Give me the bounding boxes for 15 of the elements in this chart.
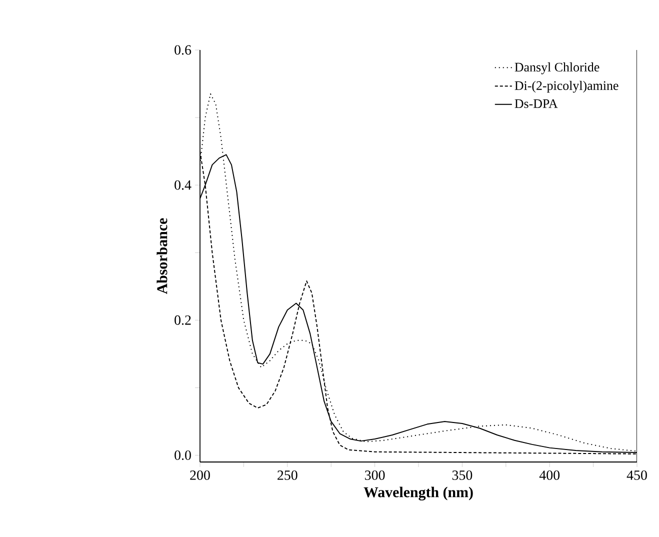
legend-label: Di-(2-picolyl)amine — [514, 80, 618, 93]
x-tick-label: 400 — [539, 470, 560, 480]
legend-label: Dansyl Chloride — [514, 62, 600, 74]
x-tick-label: 200 — [190, 470, 210, 480]
x-tick-label: 250 — [278, 470, 298, 480]
legend-label: Ds-DPA — [514, 99, 558, 108]
x-tick-label: 350 — [452, 470, 472, 480]
x-tick-label: 300 — [365, 470, 385, 480]
y-tick-label: 0.6 — [174, 45, 192, 55]
y-tick-label: 0.2 — [174, 315, 191, 325]
y-tick-label: 0.4 — [174, 180, 192, 190]
y-axis-title: Absorbance — [156, 218, 168, 294]
y-tick-label: 0.0 — [174, 450, 191, 460]
x-tick-label: 450 — [626, 470, 647, 480]
x-axis-title: Wavelength (nm) — [364, 486, 473, 500]
